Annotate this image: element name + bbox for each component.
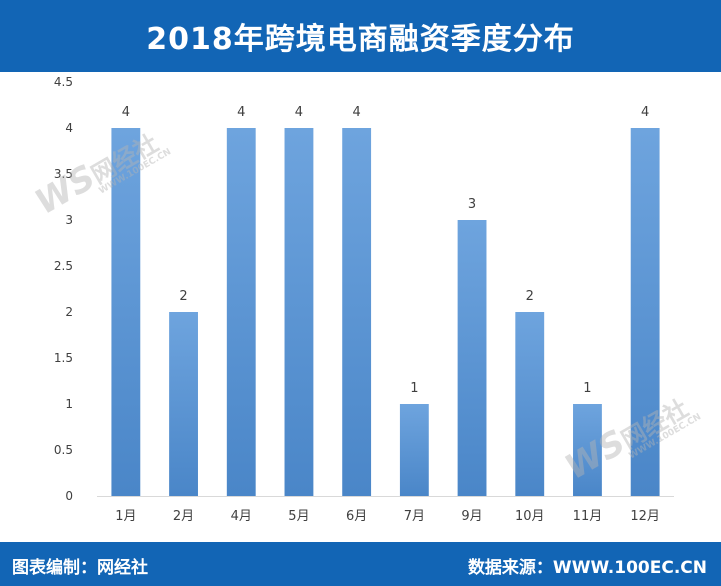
x-tick-label: 1月	[115, 509, 136, 524]
bar	[515, 312, 545, 496]
x-tick-label: 4月	[231, 509, 252, 524]
y-tick-label: 4.5	[54, 75, 73, 89]
bar	[226, 128, 256, 496]
bar	[457, 220, 487, 496]
data-label: 4	[237, 105, 245, 120]
y-tick-label: 3.5	[54, 167, 73, 181]
data-label: 1	[410, 381, 418, 396]
x-tick-label: 11月	[573, 509, 603, 524]
chart-header: 2018年跨境电商融资季度分布	[0, 0, 721, 72]
y-tick-label: 3	[65, 213, 73, 227]
bar	[342, 128, 372, 496]
y-tick-label: 2.5	[54, 259, 73, 273]
bar	[169, 312, 198, 496]
bar	[284, 128, 314, 496]
bar	[399, 404, 429, 496]
data-label: 4	[641, 105, 649, 120]
y-tick-label: 2	[65, 305, 73, 319]
bar	[573, 404, 602, 496]
y-tick-label: 1	[65, 397, 73, 411]
bar-chart: 0 0.5 1 1.5 2 2.5 3 3.5 4 4.5 4 2 4 4 4 1 3 2 1 4 1月 2月 4月 5月…	[54, 75, 674, 524]
chart-title: 2018年跨境电商融资季度分布	[146, 22, 575, 57]
y-tick-label: 1.5	[54, 351, 73, 365]
x-tick-label: 2月	[173, 509, 194, 524]
data-label: 2	[526, 289, 534, 304]
footer-credit: 图表编制：网经社	[12, 558, 148, 578]
y-tick-label: 4	[65, 121, 73, 135]
x-tick-label: 9月	[461, 509, 482, 524]
x-tick-label: 6月	[346, 509, 367, 524]
data-label: 4	[295, 105, 303, 120]
data-label: 2	[179, 289, 187, 304]
x-tick-label: 7月	[404, 509, 425, 524]
x-tick-label: 12月	[630, 509, 660, 524]
chart-area: 0 0.5 1 1.5 2 2.5 3 3.5 4 4.5 4 2 4 4 4 1 3 2 1 4 1月 2月 4月 5月…	[0, 72, 721, 542]
x-tick-label: 5月	[288, 509, 309, 524]
data-label: 1	[583, 381, 591, 396]
data-label: 4	[353, 105, 361, 120]
y-tick-label: 0	[65, 489, 73, 503]
footer-source: 数据来源：WWW.100EC.CN	[467, 558, 707, 578]
data-label: 4	[122, 105, 130, 120]
y-tick-label: 0.5	[54, 443, 73, 457]
x-tick-label: 10月	[515, 509, 545, 524]
bar	[111, 128, 141, 496]
bar	[630, 128, 660, 496]
chart-footer: 图表编制：网经社 数据来源：WWW.100EC.CN	[0, 542, 721, 586]
data-label: 3	[468, 197, 476, 212]
